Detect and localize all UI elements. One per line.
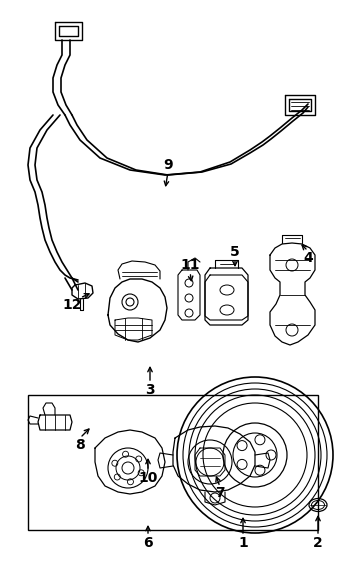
Circle shape: [255, 435, 265, 445]
Bar: [28, 395, 318, 530]
Text: 2: 2: [313, 536, 323, 550]
Text: 11: 11: [180, 258, 200, 272]
Text: 6: 6: [143, 536, 153, 550]
Text: 5: 5: [230, 245, 240, 259]
Text: 8: 8: [75, 438, 85, 452]
Circle shape: [266, 450, 276, 460]
Text: 10: 10: [138, 471, 158, 485]
Circle shape: [237, 440, 247, 451]
Text: 9: 9: [163, 158, 173, 172]
Text: 3: 3: [145, 383, 155, 397]
Text: 7: 7: [215, 486, 225, 500]
Circle shape: [237, 460, 247, 469]
Circle shape: [255, 465, 265, 475]
Text: 1: 1: [238, 536, 248, 550]
Text: 12: 12: [62, 298, 82, 312]
Text: 4: 4: [303, 251, 313, 265]
